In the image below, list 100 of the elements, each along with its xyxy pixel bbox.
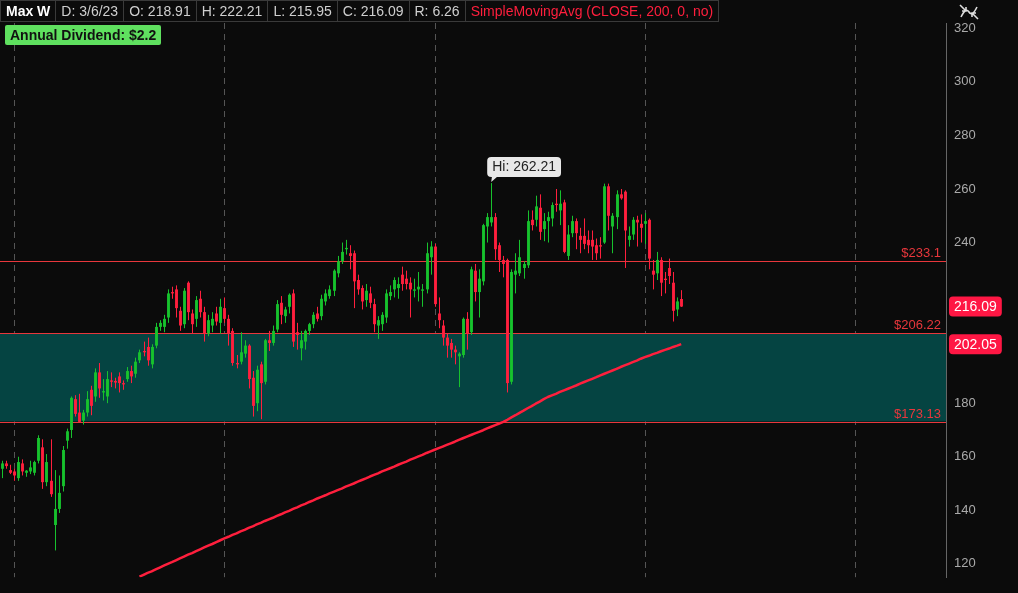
candlestick (644, 212, 647, 245)
candlestick (147, 337, 150, 367)
candlestick (260, 361, 263, 420)
candlestick (98, 362, 101, 399)
candlestick (652, 259, 655, 290)
candlestick (401, 266, 404, 292)
candlestick (341, 242, 344, 265)
candlestick (373, 298, 376, 333)
candlestick (78, 393, 81, 423)
candlestick (199, 290, 202, 318)
candlestick (320, 294, 323, 321)
y-tick-label: 260 (954, 180, 976, 196)
candlestick (409, 276, 412, 318)
candlestick (365, 283, 368, 308)
ref-line-label: $206.22 (894, 316, 941, 332)
text: R: 6.26 (409, 0, 466, 22)
y-tick-label: 320 (954, 19, 976, 35)
candlestick (223, 296, 226, 324)
text: 202.05 (954, 336, 998, 352)
candlestick (559, 189, 562, 226)
text: SimpleMovingAvg (CLOSE, 200, 0, no) (465, 0, 720, 22)
candlestick (421, 283, 424, 308)
candlestick (446, 333, 449, 359)
candlestick (587, 229, 590, 254)
y-tick-label: 160 (954, 448, 976, 464)
candlestick (490, 182, 493, 227)
candlestick (175, 284, 178, 318)
candlestick (442, 319, 445, 347)
annotation: Hi: 262.21 (492, 157, 557, 174)
candlestick (632, 216, 635, 241)
candlestick (599, 236, 602, 260)
candlestick (66, 428, 69, 450)
candlestick (272, 325, 275, 347)
candlestick (474, 263, 477, 302)
candlestick (195, 295, 198, 328)
candlestick (369, 286, 372, 309)
candlestick (591, 229, 594, 261)
candlestick (616, 189, 619, 230)
candlestick (268, 330, 271, 352)
candlestick (640, 213, 643, 244)
chart-subtitle: Annual Dividend: $2.2 (5, 25, 162, 45)
candlestick (377, 315, 380, 340)
candlestick (17, 456, 20, 482)
candlestick (211, 311, 214, 333)
ref-line-label: $173.13 (894, 405, 941, 421)
candlestick (413, 278, 416, 298)
candlestick (215, 306, 218, 327)
candlestick (393, 276, 396, 298)
text: C: 216.09 (337, 0, 410, 22)
text: 216.09 (954, 298, 997, 315)
candlestick (551, 201, 554, 227)
y-tick-label: 180 (954, 394, 976, 410)
candlestick (668, 258, 671, 285)
candlestick (531, 209, 534, 231)
y-tick-label: 140 (954, 501, 976, 517)
candlestick (134, 357, 137, 379)
candlestick (628, 225, 631, 248)
ref-line-label: $233.1 (901, 244, 941, 260)
candlestick (300, 330, 303, 361)
candlestick (58, 474, 61, 514)
candlestick (656, 251, 659, 281)
candlestick (579, 227, 582, 254)
candlestick (575, 217, 578, 250)
candlestick (571, 215, 574, 238)
candlestick (155, 322, 158, 349)
candlestick (191, 308, 194, 335)
text: D: 3/6/23 (56, 0, 125, 22)
candlestick (567, 224, 570, 261)
candlestick (118, 371, 121, 393)
chart-title: Max W (0, 0, 57, 22)
candlestick (203, 306, 206, 343)
text: H: 222.21 (196, 0, 269, 22)
candlestick (611, 212, 614, 254)
candlestick (74, 394, 77, 418)
candlestick (50, 438, 53, 498)
text: L: 215.95 (268, 0, 338, 22)
candlestick (37, 434, 40, 464)
candlestick (450, 338, 453, 359)
candlestick (288, 292, 291, 314)
y-tick-label: 280 (954, 127, 976, 143)
candlestick (438, 296, 441, 329)
y-tick-label: 300 (954, 73, 976, 89)
y-tick-label: 240 (954, 234, 976, 250)
candlestick (151, 343, 154, 369)
candlestick (543, 212, 546, 242)
candlestick (518, 239, 521, 277)
candlestick (106, 370, 109, 404)
candlestick (240, 331, 243, 365)
candlestick (361, 284, 364, 310)
candlestick (219, 298, 222, 335)
candlestick (54, 469, 57, 551)
candlestick (86, 390, 89, 418)
candlestick (466, 311, 469, 351)
candlestick (304, 329, 307, 351)
candlestick (179, 306, 182, 332)
candlestick (405, 270, 408, 290)
candlestick (595, 238, 598, 261)
text: O: 218.91 (124, 0, 197, 22)
candlestick (660, 256, 663, 297)
candlestick (90, 385, 93, 416)
